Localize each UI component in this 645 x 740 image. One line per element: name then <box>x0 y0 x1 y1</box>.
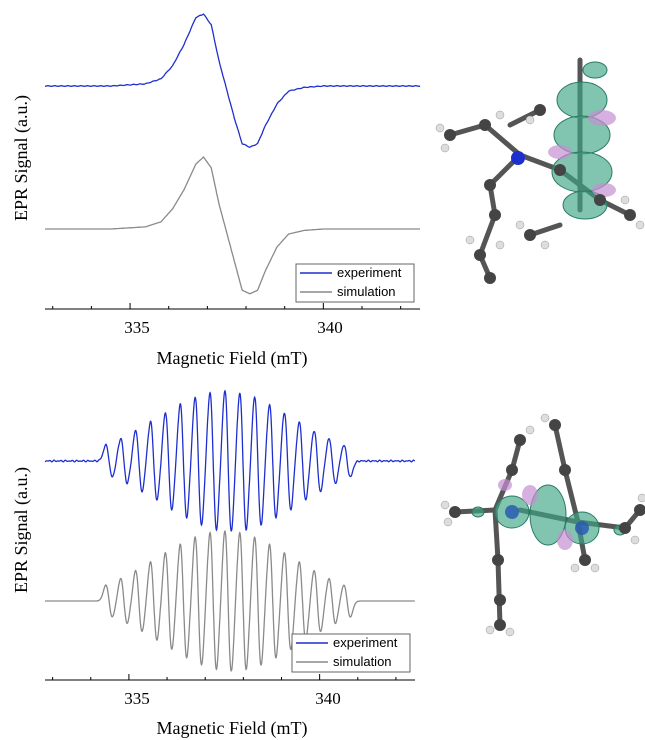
spin-density-structure-2 <box>440 413 645 637</box>
panel-2-series-experiment <box>44 389 416 532</box>
panel-1-x-axis-label: Magnetic Field (mT) <box>157 348 308 369</box>
panel-1-series-experiment <box>44 13 421 148</box>
panel-2-y-axis-label: EPR Signal (a.u.) <box>11 467 32 593</box>
panel-2-series-simulation <box>45 530 415 672</box>
panel-2-tick-label-340: 340 <box>315 689 341 708</box>
panel-2-tick-group <box>52 674 397 680</box>
molecule-2-negative-density <box>498 479 573 550</box>
panel-1-chart: 335 340 Magnetic Field (mT) EPR Signal (… <box>11 13 421 369</box>
molecule-2-nitrogen-atoms <box>505 505 589 535</box>
molecule-1-hydrogens <box>435 110 645 250</box>
panel-1-y-axis-label: EPR Signal (a.u.) <box>11 95 32 221</box>
panel-2-series-group <box>44 389 416 672</box>
panel-1-legend-box <box>295 263 415 303</box>
panel-2-x-axis-label: Magnetic Field (mT) <box>157 718 308 739</box>
spin-density-structure-1 <box>435 57 645 284</box>
panel-1-tick-label-340: 340 <box>317 318 343 337</box>
molecule-1-spin-density <box>551 61 613 220</box>
panel-1-tick-label-335: 335 <box>124 318 150 337</box>
panel-1-series-simulation <box>45 156 420 295</box>
molecule-2-hydrogens <box>440 413 645 637</box>
molecule-1-atoms <box>444 104 636 284</box>
panel-2-legend: experiment simulation <box>291 633 411 673</box>
panel-2-chart: 335 340 Magnetic Field (mT) EPR Signal (… <box>11 389 416 739</box>
panel-2-legend-label-experiment: experiment <box>333 635 398 650</box>
molecule-1-negative-density <box>548 110 616 197</box>
panel-1-series-group <box>44 13 421 295</box>
panel-2-tick-label-335: 335 <box>124 689 150 708</box>
panel-2-legend-label-simulation: simulation <box>333 654 392 669</box>
panel-1-legend-label-simulation: simulation <box>337 284 396 299</box>
panel-1-legend: experiment simulation <box>295 263 415 303</box>
molecule-2-atoms <box>449 419 645 631</box>
panel-2-legend-box <box>291 633 411 673</box>
molecule-1-nitrogen <box>511 151 525 165</box>
panel-1-legend-label-experiment: experiment <box>337 265 402 280</box>
panel-1-tick-group <box>52 303 402 309</box>
